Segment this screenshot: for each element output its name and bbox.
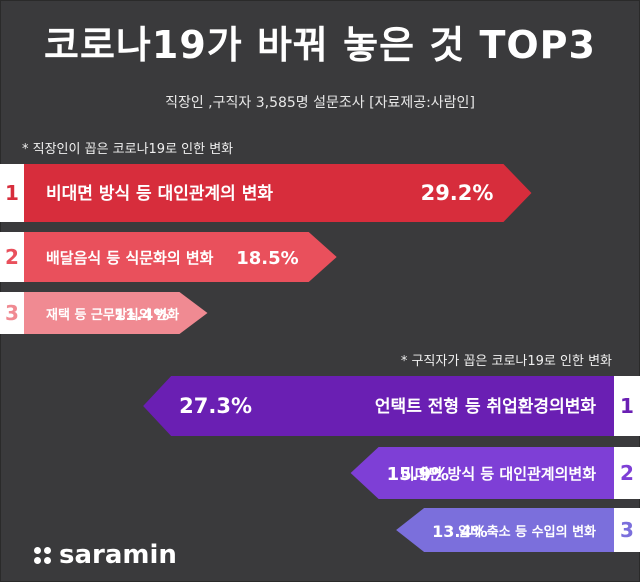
survey-subtitle: 직장인 ,구직자 3,585명 설문조사 [자료제공:사람인] bbox=[165, 95, 475, 111]
employee-bar bbox=[0, 292, 208, 334]
jobseeker-rank-badge bbox=[614, 447, 640, 499]
jobseeker-bar bbox=[396, 508, 640, 552]
employee-bar bbox=[0, 164, 532, 222]
jobseeker-chart-title: * 구직자가 꼽은 코로나19로 인한 변화 bbox=[400, 354, 612, 369]
jobseeker-value-label: 27.3% bbox=[179, 394, 252, 418]
employee-bar bbox=[0, 232, 337, 282]
saramin-logo: saramin bbox=[34, 540, 177, 570]
employee-chart-title: * 직장인이 꼽은 코로나19로 인한 변화 bbox=[22, 142, 234, 157]
jobseeker-rank-label: 1 bbox=[620, 394, 634, 418]
employee-rank-label: 3 bbox=[5, 301, 19, 325]
jobseeker-category-label: 언택트 전형 등 취업환경의변화 bbox=[375, 396, 596, 417]
logo-dots-icon bbox=[34, 546, 51, 564]
employee-rank-badge bbox=[0, 232, 24, 282]
employee-rank-label: 1 bbox=[5, 181, 19, 205]
jobseeker-category-label: 비대면 방식 등 대인관계의변화 bbox=[401, 465, 596, 483]
jobseeker-rank-badge bbox=[614, 508, 640, 552]
logo-text: saramin bbox=[59, 540, 177, 570]
employee-category-label: 재택 등 근무방식의 변화 bbox=[46, 307, 179, 323]
jobseeker-rank-label: 3 bbox=[620, 518, 634, 542]
employee-rank-badge bbox=[0, 164, 24, 222]
employee-value-label: 18.5% bbox=[236, 248, 298, 269]
employee-rank-badge bbox=[0, 292, 24, 334]
jobseeker-bar bbox=[350, 447, 640, 499]
employee-value-label: 29.2% bbox=[421, 181, 494, 205]
page-title: 코로나19가 바꿔 놓은 것 TOP3 bbox=[44, 23, 596, 67]
jobseeker-value-label: 13.4% bbox=[432, 522, 488, 541]
employee-rank-label: 2 bbox=[5, 245, 19, 269]
jobseeker-rank-badge bbox=[614, 376, 640, 436]
employee-value-label: 11.4% bbox=[114, 305, 170, 324]
jobseeker-category-label: 알바 축소 등 수입의 변화 bbox=[458, 524, 596, 540]
jobseeker-rank-label: 2 bbox=[620, 461, 634, 485]
employee-category-label: 비대면 방식 등 대인관계의 변화 bbox=[46, 184, 273, 204]
jobseeker-value-label: 15.9% bbox=[387, 464, 449, 485]
jobseeker-bar bbox=[143, 376, 640, 436]
employee-category-label: 배달음식 등 식문화의 변화 bbox=[46, 249, 214, 267]
